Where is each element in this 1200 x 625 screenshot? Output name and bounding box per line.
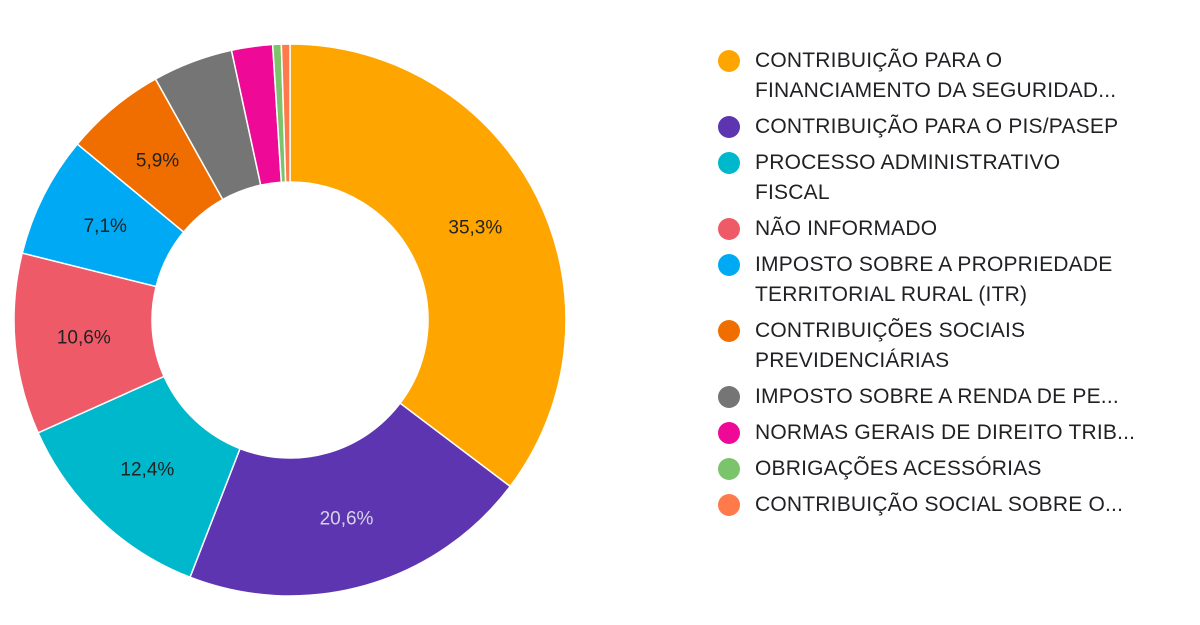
slice-value-label: 10,6%: [57, 328, 111, 349]
legend-label: IMPOSTO SOBRE A PROPRIEDADE TERRITORIAL R…: [755, 253, 1113, 306]
legend-label: OBRIGAÇÕES ACESSÓRIAS: [755, 457, 1042, 480]
donut-chart: 35,3% 20,6% 12,4% 10,6% 7,1% 5,9%: [13, 43, 567, 597]
slice-value-label: 7,1%: [84, 216, 127, 237]
legend-item[interactable]: IMPOSTO SOBRE A RENDA DE PE...: [718, 382, 1188, 412]
slice-value-label: 35,3%: [448, 217, 502, 238]
slice-value-label: 12,4%: [120, 460, 174, 481]
legend-swatch-icon: [718, 50, 740, 72]
legend-label: CONTRIBUIÇÃO PARA O PIS/PASEP: [755, 115, 1119, 138]
legend-label: PROCESSO ADMINISTRATIVO FISCAL: [755, 151, 1061, 204]
legend-item[interactable]: CONTRIBUIÇÃO SOCIAL SOBRE O...: [718, 490, 1188, 520]
chart-legend: CONTRIBUIÇÃO PARA O FINANCIAMENTO DA SEGU…: [718, 46, 1188, 526]
legend-swatch-icon: [718, 218, 740, 240]
legend-item[interactable]: IMPOSTO SOBRE A PROPRIEDADE TERRITORIAL R…: [718, 250, 1188, 310]
legend-item[interactable]: CONTRIBUIÇÃO PARA O FINANCIAMENTO DA SEGU…: [718, 46, 1188, 106]
legend-swatch-icon: [718, 320, 740, 342]
legend-label: CONTRIBUIÇÃO SOCIAL SOBRE O...: [755, 493, 1124, 516]
legend-item[interactable]: CONTRIBUIÇÕES SOCIAIS PREVIDENCIÁRIAS: [718, 316, 1188, 376]
legend-item[interactable]: CONTRIBUIÇÃO PARA O PIS/PASEP: [718, 112, 1188, 142]
legend-swatch-icon: [718, 422, 740, 444]
donut-slice[interactable]: [37, 375, 241, 579]
legend-swatch-icon: [718, 254, 740, 276]
legend-swatch-icon: [718, 494, 740, 516]
legend-item[interactable]: OBRIGAÇÕES ACESSÓRIAS: [718, 454, 1188, 484]
legend-item[interactable]: PROCESSO ADMINISTRATIVO FISCAL: [718, 148, 1188, 208]
donut-slice[interactable]: [289, 43, 567, 488]
legend-swatch-icon: [718, 458, 740, 480]
legend-item[interactable]: NÃO INFORMADO: [718, 214, 1188, 244]
legend-swatch-icon: [718, 116, 740, 138]
legend-label: CONTRIBUIÇÕES SOCIAIS PREVIDENCIÁRIAS: [755, 319, 1026, 372]
legend-label: IMPOSTO SOBRE A RENDA DE PE...: [755, 385, 1119, 408]
legend-label: NÃO INFORMADO: [755, 217, 938, 240]
donut-slice[interactable]: [280, 43, 291, 183]
slice-value-label: 5,9%: [136, 150, 179, 171]
slice-value-label: 20,6%: [320, 509, 374, 530]
legend-swatch-icon: [718, 386, 740, 408]
legend-label: CONTRIBUIÇÃO PARA O FINANCIAMENTO DA SEGU…: [755, 49, 1117, 102]
legend-label: NORMAS GERAIS DE DIREITO TRIB...: [755, 421, 1136, 444]
donut-slice[interactable]: [189, 402, 512, 597]
legend-swatch-icon: [718, 152, 740, 174]
legend-item[interactable]: NORMAS GERAIS DE DIREITO TRIB...: [718, 418, 1188, 448]
